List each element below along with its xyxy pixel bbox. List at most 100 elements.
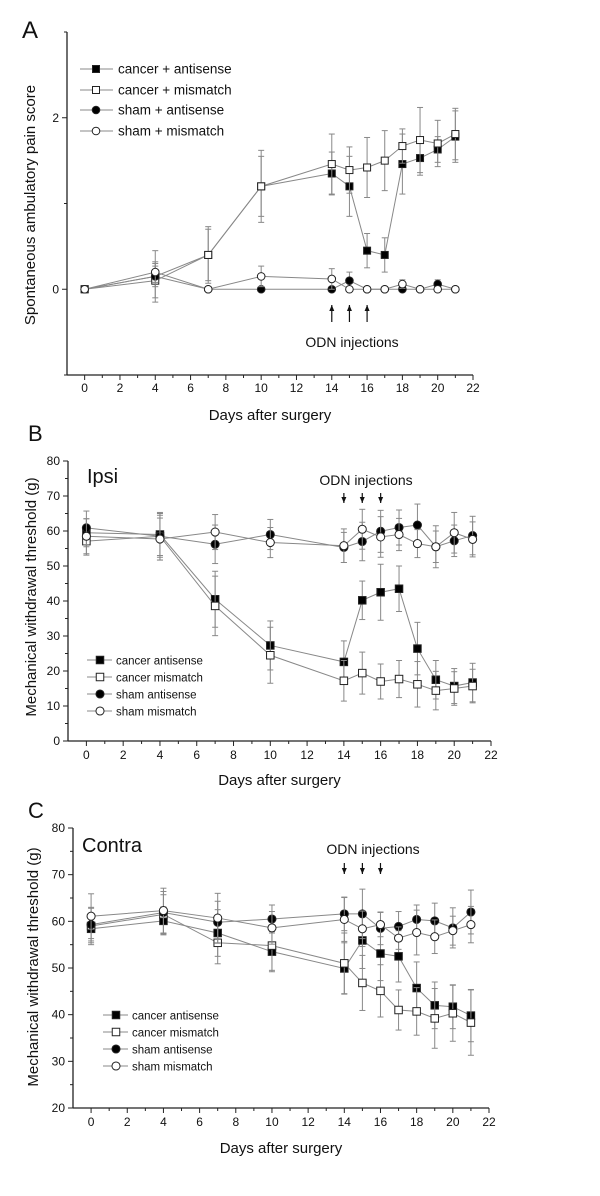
- legend-item: sham + mismatch: [80, 124, 224, 139]
- data-point-filled-circle: [345, 276, 354, 285]
- data-point-filled-square: [363, 246, 372, 255]
- data-point-open-circle: [265, 538, 275, 548]
- data-point-open-square: [394, 674, 404, 684]
- data-point-open-circle: [412, 927, 422, 938]
- legend-item: cancer mismatch: [103, 1028, 219, 1040]
- data-point-open-circle: [339, 914, 349, 925]
- data-point-filled-square: [413, 644, 422, 653]
- data-point-open-circle: [203, 284, 213, 294]
- x-axis-title: Days after surgery: [209, 407, 332, 424]
- data-point-open-circle: [357, 524, 367, 534]
- odn-arrowhead-icon: [329, 305, 335, 311]
- data-point-filled-circle: [111, 1044, 121, 1054]
- odn-arrowhead-icon: [378, 497, 384, 503]
- series-line: [84, 136, 456, 290]
- data-point-open-circle: [86, 911, 96, 921]
- data-point-open-square: [451, 130, 460, 139]
- x-tick-label: 16: [374, 748, 388, 762]
- data-point-open-square: [431, 686, 441, 695]
- x-tick-label: 10: [254, 381, 268, 395]
- x-tick-label: 6: [187, 381, 194, 395]
- x-tick-label: 22: [466, 381, 480, 395]
- data-point-open-square: [398, 142, 407, 151]
- data-point-filled-square: [376, 588, 385, 597]
- data-point-open-circle: [394, 529, 404, 540]
- legend-item: sham + antisense: [80, 103, 224, 118]
- y-tick-label: 30: [52, 1054, 66, 1068]
- legend-label: cancer mismatch: [132, 1028, 219, 1040]
- y-tick-label: 10: [47, 699, 61, 713]
- data-point-open-square: [210, 601, 220, 611]
- legend-label: cancer antisense: [116, 656, 203, 668]
- data-point-open-square: [92, 86, 100, 94]
- data-point-filled-square: [380, 250, 389, 259]
- odn-injections-label: ODN injections: [305, 334, 398, 350]
- x-tick-label: 6: [193, 748, 200, 762]
- data-point-open-circle: [158, 906, 168, 916]
- data-point-open-square: [340, 959, 349, 968]
- data-point-open-square: [345, 166, 354, 175]
- x-tick-label: 8: [223, 381, 230, 395]
- data-point-open-circle: [81, 531, 91, 541]
- x-tick-label: 0: [83, 748, 90, 762]
- legend-item: sham antisense: [87, 689, 197, 702]
- data-point-open-circle: [80, 284, 89, 294]
- data-point-open-circle: [213, 913, 223, 923]
- data-point-open-circle: [327, 274, 337, 284]
- legend-item: sham mismatch: [103, 1061, 213, 1074]
- x-tick-label: 22: [484, 748, 498, 762]
- legend-label: cancer + mismatch: [118, 83, 232, 98]
- data-point-open-circle: [466, 920, 476, 930]
- series-sham-mismatch: [80, 261, 460, 294]
- data-point-open-square: [380, 156, 389, 165]
- series-sham-mismatch: [86, 887, 476, 956]
- data-point-filled-square: [92, 65, 100, 73]
- data-point-open-circle: [431, 542, 441, 552]
- x-tick-label: 8: [232, 1115, 239, 1129]
- data-point-open-square: [448, 1009, 458, 1018]
- data-point-open-square: [376, 986, 385, 996]
- data-point-open-circle: [345, 284, 354, 294]
- legend-label: sham antisense: [116, 690, 197, 702]
- data-point-open-square: [358, 978, 367, 988]
- x-axis-title: Days after surgery: [218, 772, 341, 789]
- data-point-open-square: [412, 1007, 421, 1016]
- data-point-filled-square: [358, 596, 367, 605]
- data-point-open-circle: [448, 926, 458, 936]
- y-tick-label: 70: [47, 489, 61, 503]
- data-point-open-square: [204, 250, 213, 259]
- panel-label: A: [22, 17, 38, 44]
- legend-label: sham mismatch: [116, 707, 197, 719]
- panel-label: B: [28, 421, 43, 446]
- x-tick-label: 14: [338, 1115, 352, 1129]
- data-point-filled-square: [95, 655, 105, 665]
- legend-item: cancer antisense: [103, 1011, 219, 1023]
- y-tick-label: 60: [52, 914, 66, 928]
- legend-label: cancer mismatch: [116, 673, 203, 685]
- data-point-open-square: [363, 163, 372, 172]
- data-point-open-circle: [412, 539, 422, 549]
- x-tick-label: 16: [374, 1115, 388, 1129]
- data-point-open-circle: [376, 532, 386, 542]
- data-point-open-square: [449, 684, 459, 693]
- data-point-open-circle: [256, 272, 266, 281]
- y-tick-label: 80: [47, 454, 61, 468]
- panel-label: C: [28, 798, 44, 823]
- x-tick-label: 4: [152, 381, 159, 395]
- odn-arrowhead-icon: [346, 305, 352, 311]
- x-tick-label: 14: [325, 381, 339, 395]
- data-point-open-square: [430, 1014, 439, 1023]
- data-point-filled-square: [394, 952, 403, 961]
- data-point-open-circle: [111, 1061, 121, 1071]
- x-tick-label: 4: [160, 1115, 167, 1129]
- data-point-open-circle: [357, 924, 367, 934]
- data-point-open-circle: [468, 534, 478, 544]
- data-point-open-circle: [150, 267, 160, 277]
- y-tick-label: 60: [47, 524, 61, 538]
- data-point-open-circle: [362, 284, 372, 294]
- data-point-open-square: [468, 681, 477, 691]
- y-axis-title: Mechanical withdrawal threshold (g): [25, 847, 42, 1086]
- legend-item: cancer + mismatch: [80, 83, 232, 98]
- data-point-open-square: [339, 676, 349, 686]
- x-tick-label: 12: [290, 381, 304, 395]
